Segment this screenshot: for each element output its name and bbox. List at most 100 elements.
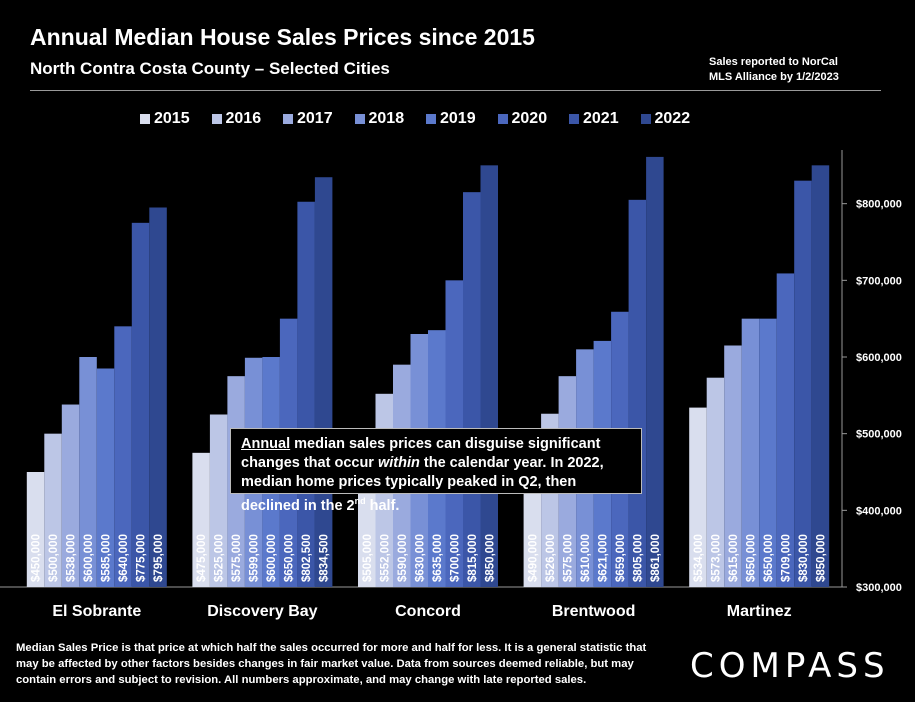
bar-data-label: $534,000 bbox=[693, 534, 705, 582]
bar bbox=[79, 357, 97, 587]
header-divider bbox=[30, 90, 881, 91]
y-tick-label: $300,000 bbox=[856, 582, 902, 594]
bar bbox=[794, 180, 812, 587]
bar-data-label: $775,000 bbox=[136, 534, 148, 582]
bar-data-label: $590,000 bbox=[397, 534, 409, 582]
bar bbox=[314, 177, 333, 587]
bar-data-label: $599,000 bbox=[249, 534, 261, 582]
legend-label: 2020 bbox=[511, 110, 548, 127]
bar-data-label: $861,000 bbox=[650, 534, 662, 582]
legend-swatch bbox=[497, 114, 508, 124]
bar-data-label: $525,000 bbox=[214, 534, 226, 582]
legend-swatch bbox=[426, 114, 436, 124]
bar-data-label: $802,500 bbox=[301, 534, 313, 582]
bar-data-label: $600,000 bbox=[83, 534, 95, 582]
bar-data-label: $526,000 bbox=[545, 534, 557, 582]
bar bbox=[297, 201, 315, 587]
bar-data-label: $650,000 bbox=[763, 534, 775, 582]
callout-within-word: within bbox=[377, 455, 420, 471]
bar-data-label: $505,000 bbox=[362, 534, 374, 582]
legend-label: 2019 bbox=[440, 110, 476, 127]
legend-swatch bbox=[354, 114, 365, 124]
legend-label: 2022 bbox=[654, 110, 691, 127]
footnote: Median Sales Price is that price at whic… bbox=[16, 642, 647, 686]
x-category-label: Concord bbox=[395, 603, 461, 620]
chart-title: Annual Median House Sales Prices since 2… bbox=[30, 24, 535, 50]
legend-label: 2015 bbox=[154, 110, 190, 127]
bar bbox=[149, 207, 167, 587]
legend-label: 2018 bbox=[368, 110, 405, 127]
bar-data-label: $815,000 bbox=[467, 534, 479, 582]
callout-annual-word: Annual bbox=[241, 436, 291, 452]
bar-data-label: $500,000 bbox=[48, 534, 60, 582]
source-note-line2: MLS Alliance by 1/2/2023 bbox=[709, 71, 839, 83]
bar bbox=[114, 326, 132, 587]
bar-data-label: $709,000 bbox=[780, 534, 792, 582]
y-tick-label: $700,000 bbox=[856, 275, 902, 287]
bar-data-label: $659,000 bbox=[615, 534, 627, 582]
bar-data-label: $475,000 bbox=[196, 534, 208, 582]
bar bbox=[628, 199, 647, 588]
bar bbox=[811, 165, 830, 588]
x-category-label: Brentwood bbox=[552, 603, 636, 620]
bar-data-label: $585,000 bbox=[101, 534, 113, 582]
legend-item: 2018 bbox=[354, 108, 405, 130]
legend-swatch bbox=[211, 114, 222, 124]
x-category-label: Discovery Bay bbox=[207, 603, 317, 620]
bar-data-label: $635,000 bbox=[432, 534, 444, 582]
bar-data-label: $600,000 bbox=[266, 534, 278, 582]
callout-text-part1: median sales prices can disguise signifi… bbox=[241, 436, 601, 471]
bar bbox=[776, 273, 795, 587]
y-tick-label: $500,000 bbox=[856, 429, 902, 441]
bar-data-label: $573,000 bbox=[710, 534, 722, 582]
bar-data-label: $575,000 bbox=[231, 534, 243, 582]
y-tick-label: $400,000 bbox=[856, 505, 902, 517]
bar bbox=[209, 414, 228, 587]
bar bbox=[724, 345, 742, 587]
legend-item: 2016 bbox=[211, 108, 262, 130]
legend-item: 2021 bbox=[569, 108, 619, 130]
compass-logo: COMPASS bbox=[690, 646, 890, 686]
bar-data-label: $700,000 bbox=[449, 534, 461, 582]
bar bbox=[706, 377, 725, 587]
bar-data-label: $834,500 bbox=[319, 534, 331, 582]
x-category-label: Martinez bbox=[727, 603, 792, 620]
bar-data-label: $552,000 bbox=[379, 534, 391, 582]
legend-swatch bbox=[569, 114, 579, 124]
legend-item: 2015 bbox=[140, 108, 190, 130]
callout-text-part2: the calendar year. In 2022, median home … bbox=[241, 455, 604, 514]
legend-label: 2016 bbox=[225, 110, 262, 127]
legend-item: 2022 bbox=[640, 108, 691, 130]
source-note-line1: Sales reported to NorCal bbox=[709, 56, 838, 68]
bar bbox=[480, 165, 498, 588]
bar-data-label: $538,000 bbox=[66, 534, 78, 582]
legend-swatch bbox=[140, 114, 150, 124]
bar-data-label: $575,000 bbox=[562, 534, 574, 582]
bar-data-label: $615,000 bbox=[728, 534, 740, 582]
bar-data-label: $630,000 bbox=[414, 534, 426, 582]
legend-label: 2021 bbox=[583, 110, 619, 127]
bar-data-label: $650,000 bbox=[745, 534, 757, 582]
x-category-label: El Sobrante bbox=[52, 603, 141, 620]
legend-label: 2017 bbox=[297, 110, 333, 127]
legend-item: 2017 bbox=[283, 108, 333, 130]
bar bbox=[463, 192, 481, 587]
bar-data-label: $850,000 bbox=[484, 534, 496, 582]
y-tick-label: $600,000 bbox=[856, 352, 902, 364]
callout-text-part3: half. bbox=[365, 497, 400, 514]
chart-subtitle: North Contra Costa County – Selected Cit… bbox=[30, 59, 390, 78]
bar bbox=[96, 368, 115, 587]
legend-item: 2019 bbox=[426, 108, 476, 130]
bar bbox=[61, 404, 80, 587]
y-tick-label: $800,000 bbox=[856, 199, 902, 211]
bar bbox=[741, 318, 760, 587]
legend-swatch bbox=[283, 114, 293, 124]
bar-data-label: $805,000 bbox=[632, 534, 644, 582]
chart-legend: 2015 2016 2017 2018 2019 2020 2021 2022 bbox=[0, 108, 915, 130]
bar bbox=[646, 156, 664, 587]
bar-data-label: $795,000 bbox=[153, 534, 165, 582]
bar bbox=[44, 433, 62, 587]
bar-data-label: $850,000 bbox=[815, 534, 827, 582]
legend-swatch bbox=[640, 114, 651, 124]
